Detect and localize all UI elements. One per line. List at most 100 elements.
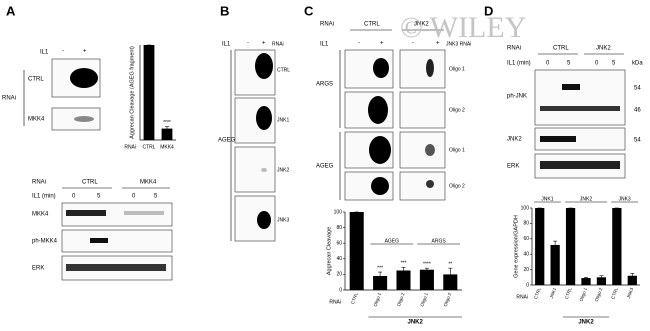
blot bbox=[399, 49, 446, 89]
time: 5 bbox=[97, 194, 101, 200]
section-label: AGEG bbox=[316, 164, 334, 170]
blot bbox=[61, 202, 173, 227]
row-label: ph-JNK bbox=[507, 94, 527, 100]
group-label: CTRL bbox=[82, 180, 98, 186]
row-label: Oligo 2 bbox=[449, 183, 465, 189]
row-label: ph-MKK4 bbox=[32, 239, 58, 245]
bar bbox=[550, 244, 560, 285]
significance: **** bbox=[163, 120, 171, 126]
bar bbox=[349, 212, 364, 290]
group-label: CTRL bbox=[364, 22, 380, 28]
row-label: MKK4 bbox=[32, 212, 49, 218]
row-label: Oligo 2 bbox=[449, 107, 465, 113]
row-label: ERK bbox=[32, 266, 44, 272]
significance: *** bbox=[377, 265, 383, 271]
band bbox=[66, 264, 166, 271]
y-tick-label: 40 bbox=[336, 256, 342, 262]
row-label: CTRL bbox=[277, 67, 290, 73]
group-label: JNK2 bbox=[596, 46, 611, 52]
x-tick-label: Oligo 1 bbox=[419, 292, 429, 308]
y-tick-label: 80 bbox=[336, 225, 342, 231]
x-tick-label: Oligo 2 bbox=[594, 287, 604, 303]
x-tick-label: CTRL bbox=[142, 144, 155, 150]
sign: - bbox=[358, 41, 360, 47]
band bbox=[74, 116, 94, 122]
row-label: MKK4 bbox=[28, 117, 45, 123]
blot bbox=[399, 91, 446, 129]
bar bbox=[581, 278, 591, 285]
bar bbox=[627, 275, 637, 285]
band bbox=[426, 59, 434, 77]
band bbox=[540, 106, 620, 111]
y-tick-label: 20 bbox=[336, 272, 342, 278]
y-tick-label: 100 bbox=[521, 205, 530, 211]
row-label: JNK2 bbox=[277, 167, 289, 173]
overlay-label: JNK3 RNAi bbox=[446, 41, 471, 47]
x-tick-label: CTRL bbox=[564, 287, 573, 300]
watermark: © WILEY bbox=[400, 11, 526, 44]
x-axis-label: RNAi bbox=[329, 299, 341, 305]
y-axis-label: Gene expression/GAPDH bbox=[513, 215, 519, 278]
y-axis-label: Aggrecan Cleavage (AGEG fragment) bbox=[129, 46, 135, 139]
rnai-label: RNAi bbox=[507, 46, 521, 52]
y-tick-label: 80 bbox=[523, 221, 529, 227]
sign: + bbox=[262, 41, 266, 47]
significance: *** bbox=[401, 261, 407, 267]
blot bbox=[61, 229, 173, 253]
il1-label: IL1 bbox=[40, 50, 49, 56]
x-axis-label: RNAi bbox=[516, 294, 528, 300]
bar bbox=[373, 275, 388, 290]
group-label: JNK1 bbox=[541, 196, 553, 202]
x-axis-label: RNAi bbox=[124, 144, 136, 150]
panel-label: B bbox=[220, 3, 229, 18]
footer-label: JNK2 bbox=[408, 320, 424, 326]
x-tick-label: Oligo 1 bbox=[578, 287, 588, 303]
kda-marker: 54 bbox=[634, 86, 641, 92]
panel-label: C bbox=[304, 3, 314, 18]
row-label: JNK2 bbox=[507, 137, 522, 143]
time: 0 bbox=[595, 61, 599, 67]
sign: - bbox=[247, 41, 249, 47]
y-axis-label: Aggrecan Cleavage bbox=[326, 227, 332, 275]
time: 0 bbox=[132, 194, 136, 200]
group-label: JNK2 bbox=[414, 22, 429, 28]
band bbox=[426, 180, 434, 188]
sign: - bbox=[412, 41, 414, 47]
il1-label: IL1 (min) bbox=[32, 194, 56, 200]
time: 5 bbox=[567, 61, 571, 67]
bar bbox=[396, 270, 411, 290]
group-label: AGEG bbox=[385, 238, 400, 244]
x-tick-label: Oligo 1 bbox=[373, 292, 383, 308]
y-tick-label: 0 bbox=[339, 287, 342, 293]
blot bbox=[534, 127, 626, 151]
time: 5 bbox=[612, 61, 616, 67]
sign: + bbox=[380, 41, 384, 47]
group-label: CTRL bbox=[553, 46, 569, 52]
blot bbox=[234, 146, 276, 193]
time: 5 bbox=[154, 194, 158, 200]
group-label: MKK4 bbox=[140, 180, 157, 186]
significance: ** bbox=[448, 261, 452, 267]
significance: **** bbox=[423, 261, 431, 267]
group-label: JNK2 bbox=[580, 196, 592, 202]
sign: + bbox=[436, 41, 440, 47]
band bbox=[124, 211, 164, 215]
panel-label: D bbox=[484, 3, 493, 18]
y-tick-label: 100 bbox=[334, 209, 343, 215]
band bbox=[540, 161, 620, 169]
bar bbox=[143, 45, 155, 140]
band bbox=[261, 168, 267, 172]
bar bbox=[612, 208, 622, 285]
x-tick-label: Oligo 2 bbox=[443, 292, 453, 308]
sign: + bbox=[83, 49, 87, 55]
band bbox=[368, 96, 388, 124]
il1-label: IL1 bbox=[320, 42, 329, 48]
row-label: JNK1 bbox=[277, 117, 289, 123]
kda-label: kDa bbox=[632, 61, 643, 67]
bar bbox=[535, 208, 545, 285]
fragment-label: AGEG bbox=[218, 138, 236, 144]
kda-marker: 46 bbox=[634, 108, 641, 114]
rnai-label: RNAi bbox=[272, 41, 284, 47]
time: 0 bbox=[546, 61, 550, 67]
